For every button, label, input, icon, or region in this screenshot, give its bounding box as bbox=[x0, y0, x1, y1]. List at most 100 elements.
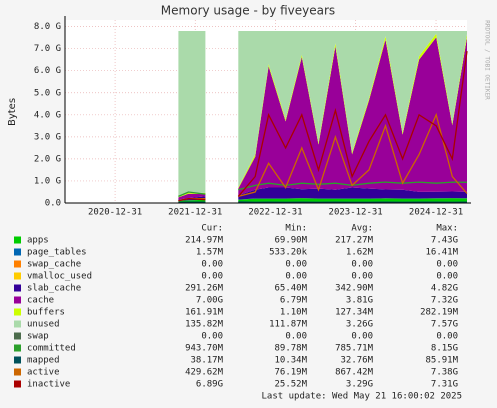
stack-area bbox=[178, 31, 206, 197]
y-tick-label: 5.0 G bbox=[34, 88, 61, 98]
stat-value: 867.42M bbox=[335, 368, 374, 378]
stat-value: 3.26G bbox=[346, 320, 373, 330]
y-tick-label: 0.0 bbox=[45, 199, 61, 209]
stat-value: 1.57M bbox=[196, 248, 224, 258]
stat-value: 0.00 bbox=[201, 332, 223, 342]
footer: Last update: Wed May 21 16:00:02 2025 bbox=[262, 392, 462, 402]
stat-value: 111.87M bbox=[269, 320, 308, 330]
legend-swatch bbox=[14, 284, 21, 292]
stat-value: 342.90M bbox=[335, 284, 374, 294]
stat-value: 0.00 bbox=[201, 272, 223, 282]
legend-label: page_tables bbox=[27, 248, 87, 258]
legend-swatch bbox=[14, 260, 21, 268]
series-line bbox=[237, 51, 468, 197]
stat-header: Cur: bbox=[201, 224, 223, 234]
data-layer bbox=[178, 31, 468, 203]
legend-label: mapped bbox=[27, 356, 60, 366]
stack-area bbox=[238, 37, 467, 196]
y-tick-label: 4.0 G bbox=[34, 110, 61, 120]
legend-label: swap bbox=[27, 332, 49, 342]
stat-value: 8.15G bbox=[431, 344, 458, 354]
legend-label: unused bbox=[27, 320, 60, 330]
y-tick-label: 3.0 G bbox=[34, 132, 61, 142]
stat-value: 3.81G bbox=[346, 296, 373, 306]
y-tick-label: 7.0 G bbox=[34, 44, 61, 54]
legend-label: swap_cache bbox=[27, 260, 81, 270]
stat-value: 32.76M bbox=[340, 356, 373, 366]
stat-value: 10.34M bbox=[274, 356, 307, 366]
stat-value: 0.00 bbox=[436, 260, 458, 270]
x-tick-label: 2020-12-31 bbox=[88, 208, 142, 218]
stat-value: 3.29G bbox=[346, 380, 373, 390]
stat-value: 0.00 bbox=[351, 272, 373, 282]
stat-value: 0.00 bbox=[351, 260, 373, 270]
stat-value: 0.00 bbox=[436, 332, 458, 342]
x-tick-label: 2021-12-31 bbox=[168, 208, 222, 218]
series-line bbox=[178, 191, 206, 197]
stat-value: 7.31G bbox=[431, 380, 458, 390]
legend-swatch bbox=[14, 332, 21, 340]
y-tick-label: 8.0 G bbox=[34, 22, 61, 32]
stat-value: 25.52M bbox=[274, 380, 307, 390]
stat-value: 16.41M bbox=[425, 248, 458, 258]
stack-area bbox=[238, 187, 467, 200]
legend-label: inactive bbox=[27, 380, 70, 390]
stat-value: 89.78M bbox=[274, 344, 307, 354]
stat-value: 65.40M bbox=[274, 284, 307, 294]
legend-swatch bbox=[14, 296, 21, 304]
stat-value: 214.97M bbox=[185, 236, 224, 246]
stat-value: 6.79M bbox=[280, 296, 308, 306]
legend-label: cache bbox=[27, 296, 54, 306]
stat-value: 217.27M bbox=[335, 236, 374, 246]
legend-label: slab_cache bbox=[27, 284, 81, 294]
series-line bbox=[238, 112, 468, 198]
legend-swatch bbox=[14, 356, 21, 364]
legend-label: buffers bbox=[27, 308, 65, 318]
stat-value: 943.70M bbox=[185, 344, 224, 354]
stat-value: 0.00 bbox=[285, 332, 307, 342]
x-tick-label: 2024-12-31 bbox=[409, 208, 463, 218]
stack-area bbox=[238, 31, 467, 188]
stat-value: 291.26M bbox=[185, 284, 224, 294]
stat-value: 429.62M bbox=[185, 368, 224, 378]
watermark: RRDTOOL / TOBI OETIKER bbox=[484, 20, 491, 100]
stat-value: 85.91M bbox=[425, 356, 458, 366]
legend-swatch bbox=[14, 344, 21, 352]
legend-swatch bbox=[14, 272, 21, 280]
stat-header: Max: bbox=[436, 224, 458, 234]
stat-value: 7.00G bbox=[196, 296, 223, 306]
stat-value: 785.71M bbox=[335, 344, 374, 354]
stat-value: 7.57G bbox=[431, 320, 458, 330]
stat-value: 4.82G bbox=[431, 284, 458, 294]
stat-value: 127.34M bbox=[335, 308, 374, 318]
stack-area bbox=[178, 193, 206, 200]
legend-label: vmalloc_used bbox=[27, 272, 92, 282]
x-tick-label: 2022-12-31 bbox=[248, 208, 302, 218]
stat-value: 161.91M bbox=[185, 308, 224, 318]
y-tick-label: 2.0 G bbox=[34, 154, 61, 164]
stat-value: 282.19M bbox=[420, 308, 459, 318]
legend-swatch bbox=[14, 320, 21, 328]
stat-value: 7.43G bbox=[431, 236, 458, 246]
chart-title: Memory usage - by fiveyears bbox=[161, 4, 335, 18]
stat-value: 0.00 bbox=[436, 272, 458, 282]
stat-value: 1.62M bbox=[346, 248, 374, 258]
x-tick-label: 2023-12-31 bbox=[329, 208, 383, 218]
legend-swatch bbox=[14, 308, 21, 316]
y-tick-label: 6.0 G bbox=[34, 66, 61, 76]
stat-value: 1.10M bbox=[280, 308, 308, 318]
axes: 0.0 1.0 G 2.0 G 3.0 G 4.0 G 5.0 G 6.0 G 7.0 G 8.… bbox=[34, 16, 471, 218]
stat-value: 0.00 bbox=[285, 260, 307, 270]
stat-value: 38.17M bbox=[190, 356, 223, 366]
y-tick-label: 1.0 G bbox=[34, 176, 61, 186]
stat-value: 7.38G bbox=[431, 368, 458, 378]
stat-value: 76.19M bbox=[274, 368, 307, 378]
stat-header: Avg: bbox=[351, 224, 373, 234]
stat-header: Min: bbox=[285, 224, 307, 234]
stat-value: 135.82M bbox=[185, 320, 224, 330]
stat-value: 0.00 bbox=[201, 260, 223, 270]
legend-swatch bbox=[14, 248, 21, 256]
legend-label: committed bbox=[27, 344, 76, 354]
series-line bbox=[178, 197, 206, 202]
